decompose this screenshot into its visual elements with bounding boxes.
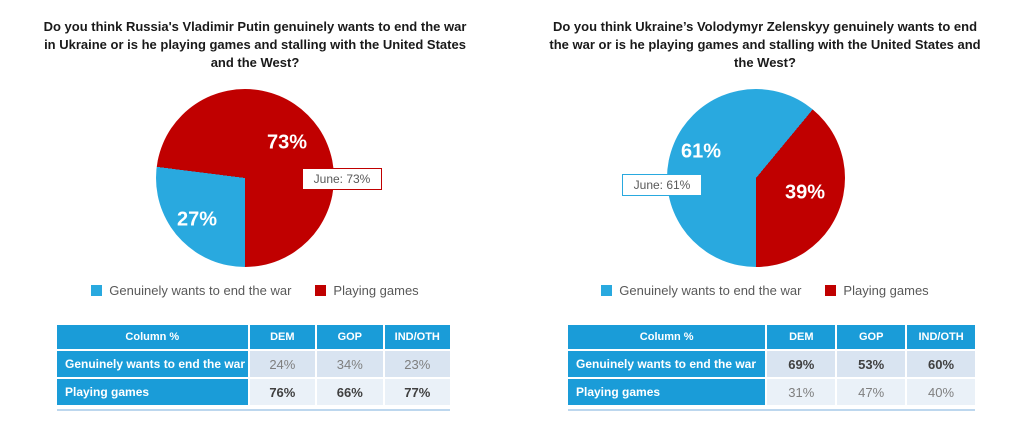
legend-item-playing: Playing games	[315, 283, 419, 298]
legend-label: Playing games	[843, 283, 929, 298]
legend-label: Playing games	[333, 283, 419, 298]
value-cell: 76%	[249, 379, 316, 405]
row-label-cell: Playing games	[57, 379, 248, 405]
pie-slice-label-genuinely: 27%	[176, 208, 218, 231]
row-label-cell: Playing games	[568, 379, 766, 405]
header-cell: GOP	[837, 325, 906, 349]
value-cell: 66%	[317, 379, 383, 405]
value-cell: 34%	[317, 351, 383, 377]
legend: Genuinely wants to end the war Playing g…	[540, 283, 990, 298]
header-cell: DEM	[767, 325, 836, 349]
june-callout: June: 73%	[302, 168, 382, 190]
header-cell: DEM	[249, 325, 316, 349]
value-cell: 23%	[384, 351, 450, 377]
legend-item-genuinely: Genuinely wants to end the war	[91, 283, 291, 298]
zelenskyy-chart-panel: Do you think Ukraine’s Volodymyr Zelensk…	[540, 10, 990, 425]
value-cell: 31%	[767, 379, 836, 405]
header-cell: Column %	[568, 325, 766, 349]
value-cell: 60%	[907, 351, 975, 377]
red-swatch-icon	[315, 285, 327, 296]
crosstab-table: Column % DEM GOP IND/OTH Genuinely wants…	[57, 325, 450, 405]
header-cell: Column %	[57, 325, 248, 349]
legend-item-playing: Playing games	[825, 283, 929, 298]
header-cell: IND/OTH	[907, 325, 975, 349]
chart-title-putin: Do you think Russia's Vladimir Putin gen…	[43, 19, 467, 70]
header-cell: IND/OTH	[384, 325, 450, 349]
pie-slice-label-genuinely: 61%	[680, 140, 722, 163]
blue-swatch-icon	[91, 285, 103, 296]
row-label-cell: Genuinely wants to end the war	[57, 351, 248, 377]
value-cell: 47%	[837, 379, 906, 405]
value-cell: 24%	[249, 351, 316, 377]
blue-swatch-icon	[601, 285, 613, 296]
value-cell: 69%	[767, 351, 836, 377]
red-swatch-icon	[825, 285, 837, 296]
june-callout: June: 61%	[622, 174, 702, 196]
legend-label: Genuinely wants to end the war	[109, 283, 292, 298]
header-cell: GOP	[317, 325, 383, 349]
pie-slice-label-playing-games: 39%	[784, 181, 826, 204]
value-cell: 40%	[907, 379, 975, 405]
value-cell: 77%	[384, 379, 450, 405]
pie-slice-label-playing-games: 73%	[266, 131, 308, 154]
chart-title-zelenskyy: Do you think Ukraine’s Volodymyr Zelensk…	[549, 19, 981, 70]
value-cell: 53%	[837, 351, 906, 377]
row-label-cell: Genuinely wants to end the war	[568, 351, 766, 377]
table-bottom-rule	[57, 409, 450, 411]
crosstab-table: Column % DEM GOP IND/OTH Genuinely wants…	[568, 325, 975, 405]
legend: Genuinely wants to end the war Playing g…	[30, 283, 480, 298]
putin-chart-panel: Do you think Russia's Vladimir Putin gen…	[30, 10, 480, 425]
table-bottom-rule	[568, 409, 975, 411]
legend-item-genuinely: Genuinely wants to end the war	[601, 283, 801, 298]
legend-label: Genuinely wants to end the war	[619, 283, 802, 298]
